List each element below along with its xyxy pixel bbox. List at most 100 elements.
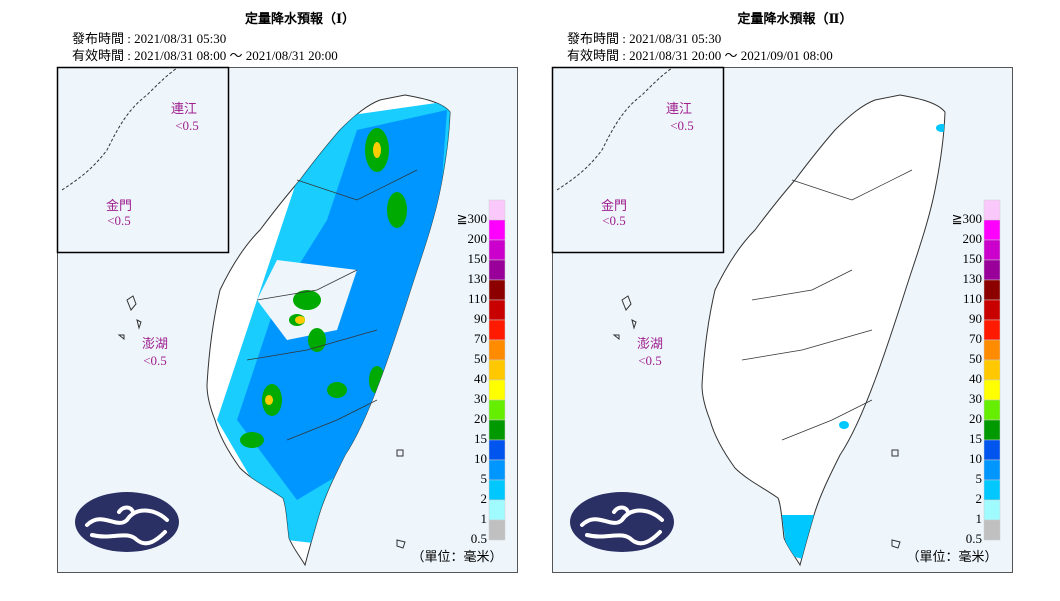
legend-label: ≧300 bbox=[457, 211, 487, 226]
lanyu-island bbox=[891, 449, 901, 549]
legend-label: 130 bbox=[468, 271, 488, 286]
place-name: 金門 bbox=[601, 198, 627, 213]
rain-blob bbox=[240, 432, 264, 448]
legend-label: 50 bbox=[969, 351, 982, 366]
legend-label: 1 bbox=[976, 511, 983, 526]
inset-frame bbox=[56, 66, 230, 254]
legend-swatch bbox=[488, 479, 506, 501]
legend-swatch bbox=[488, 279, 506, 301]
legend-label: 90 bbox=[969, 311, 982, 326]
legend-swatch bbox=[983, 499, 1001, 521]
legend-label: 10 bbox=[969, 451, 982, 466]
legend-swatch bbox=[488, 319, 506, 341]
legend-swatch bbox=[488, 199, 506, 221]
panel-title: 定量降水預報（Ⅰ） bbox=[244, 11, 355, 26]
legend-label: 110 bbox=[468, 291, 487, 306]
legend-label: 5 bbox=[976, 471, 983, 486]
legend-swatch bbox=[983, 279, 1001, 301]
legend-label: 15 bbox=[474, 431, 487, 446]
legend-label: 70 bbox=[969, 331, 982, 346]
place-value: <0.5 bbox=[602, 213, 626, 228]
legend-label: 70 bbox=[474, 331, 487, 346]
legend-label: 90 bbox=[474, 311, 487, 326]
legend-label: 20 bbox=[969, 411, 982, 426]
penghu-islands bbox=[612, 295, 637, 341]
legend-label: 2 bbox=[481, 491, 488, 506]
rain-blob bbox=[308, 328, 326, 352]
legend-label: 200 bbox=[468, 231, 488, 246]
inset-frame bbox=[551, 66, 725, 254]
legend-swatch bbox=[983, 299, 1001, 321]
legend-label: 40 bbox=[969, 371, 982, 386]
legend-label: 0.5 bbox=[966, 531, 982, 546]
logo-swirl bbox=[85, 505, 169, 546]
legend-label: 150 bbox=[963, 251, 983, 266]
legend-swatch bbox=[488, 499, 506, 521]
rain-blob bbox=[327, 382, 347, 398]
legend-swatch bbox=[488, 219, 506, 241]
legend-swatch bbox=[983, 199, 1001, 221]
legend-label: 10 bbox=[474, 451, 487, 466]
legend-swatch bbox=[983, 459, 1001, 481]
place-name: 連江 bbox=[171, 101, 197, 116]
rain-core bbox=[265, 395, 273, 405]
legend-label: 200 bbox=[963, 231, 983, 246]
legend-label: ≧300 bbox=[952, 211, 982, 226]
legend-label: 40 bbox=[474, 371, 487, 386]
legend-swatch bbox=[983, 319, 1001, 341]
place-value: <0.5 bbox=[143, 353, 167, 368]
legend-swatch bbox=[488, 239, 506, 261]
legend-swatch bbox=[983, 219, 1001, 241]
legend-swatch bbox=[488, 399, 506, 421]
legend-label: 130 bbox=[963, 271, 983, 286]
issue-time: 發布時間 : 2021/08/31 05:30 bbox=[72, 31, 226, 46]
legend-swatch bbox=[983, 439, 1001, 461]
map-panel: 定量降水預報（Ⅰ） 發布時間 : 2021/08/31 05:30 有效時間 : 2… bbox=[56, 11, 518, 573]
legend-swatch bbox=[488, 259, 506, 281]
rain-core bbox=[295, 316, 305, 324]
legend-swatch bbox=[488, 439, 506, 461]
county-lines bbox=[741, 169, 913, 441]
rain-spot bbox=[839, 421, 849, 429]
legend-swatch bbox=[983, 479, 1001, 501]
cwb-logo bbox=[570, 492, 674, 552]
place-value: <0.5 bbox=[670, 118, 694, 133]
legend-label: 1 bbox=[481, 511, 488, 526]
legend-label: 2 bbox=[976, 491, 983, 506]
rain-core bbox=[373, 142, 381, 158]
penghu-islands bbox=[117, 295, 142, 341]
place-name: 金門 bbox=[106, 198, 132, 213]
legend-label: 15 bbox=[969, 431, 982, 446]
legend-label: 5 bbox=[481, 471, 488, 486]
legend-swatch bbox=[488, 419, 506, 441]
legend-swatch bbox=[983, 419, 1001, 441]
legend-label: 0.5 bbox=[471, 531, 487, 546]
place-value: <0.5 bbox=[175, 118, 199, 133]
map-panel: 定量降水預報（Ⅱ） 發布時間 : 2021/08/31 05:30 有效時間 : 2… bbox=[551, 11, 1013, 573]
panel-title: 定量降水預報（Ⅱ） bbox=[737, 11, 853, 26]
logo-swirl bbox=[580, 505, 664, 546]
legend-label: 20 bbox=[474, 411, 487, 426]
county-lines bbox=[246, 169, 418, 441]
legend-label: 150 bbox=[468, 251, 488, 266]
legend-swatch bbox=[983, 259, 1001, 281]
legend-swatch bbox=[983, 239, 1001, 261]
legend-label: 110 bbox=[963, 291, 982, 306]
place-value: <0.5 bbox=[638, 353, 662, 368]
legend-swatch bbox=[983, 339, 1001, 361]
rain-blob bbox=[387, 192, 407, 228]
place-name: 澎湖 bbox=[637, 336, 663, 351]
legend-label: 30 bbox=[474, 391, 487, 406]
rain-spot bbox=[936, 124, 945, 132]
legend-swatch bbox=[488, 299, 506, 321]
place-name: 澎湖 bbox=[142, 336, 168, 351]
legend-swatch bbox=[983, 379, 1001, 401]
valid-time: 有效時間 : 2021/08/31 20:00 ～ 2021/09/01 08:… bbox=[567, 48, 833, 63]
legend-swatch bbox=[488, 339, 506, 361]
unit-label: （單位：毫米） bbox=[906, 549, 997, 564]
cwb-logo bbox=[75, 492, 179, 552]
legend-swatch bbox=[983, 399, 1001, 421]
legend-swatch bbox=[983, 519, 1001, 541]
legend-swatch bbox=[488, 359, 506, 381]
